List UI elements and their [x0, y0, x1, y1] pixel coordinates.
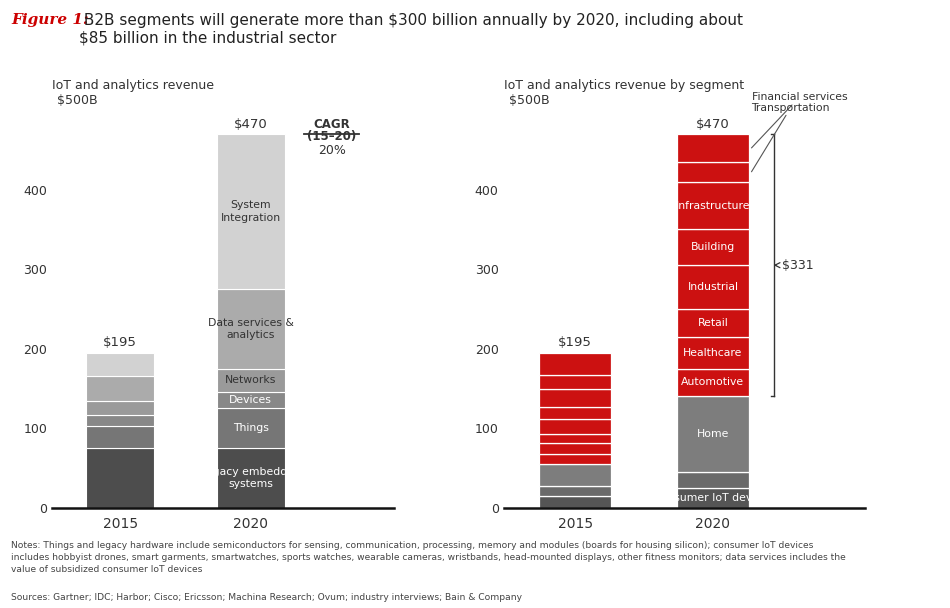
Bar: [540, 375, 611, 389]
Text: Industrial: Industrial: [688, 282, 738, 292]
Text: IoT and analytics revenue by segment: IoT and analytics revenue by segment: [504, 78, 744, 92]
Text: Networks: Networks: [225, 376, 276, 385]
Text: Financial services: Financial services: [751, 92, 847, 148]
Bar: [217, 368, 285, 392]
Bar: [86, 426, 154, 448]
Text: Data services &
analytics: Data services & analytics: [208, 317, 294, 340]
Text: B2B segments will generate more than $300 billion annually by 2020, including ab: B2B segments will generate more than $30…: [79, 13, 743, 46]
Bar: [677, 396, 749, 472]
Text: Home: Home: [696, 429, 729, 439]
Text: Infrastructure: Infrastructure: [675, 201, 750, 210]
Text: Building: Building: [691, 243, 735, 252]
Bar: [86, 448, 154, 508]
Text: $470: $470: [696, 118, 730, 131]
Bar: [677, 472, 749, 488]
Bar: [86, 415, 154, 426]
Text: Healthcare: Healthcare: [683, 348, 743, 358]
Bar: [677, 182, 749, 229]
Text: IoT and analytics revenue: IoT and analytics revenue: [52, 78, 215, 92]
Bar: [540, 464, 611, 486]
Bar: [217, 392, 285, 409]
Text: $195: $195: [559, 336, 592, 350]
Text: CAGR: CAGR: [314, 118, 350, 131]
Text: Sources: Gartner; IDC; Harbor; Cisco; Ericsson; Machina Research; Ovum; industry: Sources: Gartner; IDC; Harbor; Cisco; Er…: [11, 593, 522, 602]
Bar: [540, 420, 611, 434]
Bar: [217, 134, 285, 289]
Text: Legacy embedded
systems: Legacy embedded systems: [200, 467, 301, 489]
Bar: [540, 407, 611, 420]
Bar: [540, 389, 611, 407]
Bar: [540, 443, 611, 454]
Text: Automotive: Automotive: [681, 378, 745, 387]
Bar: [677, 162, 749, 182]
Text: Consumer IoT devices: Consumer IoT devices: [653, 492, 773, 503]
Text: Retail: Retail: [697, 318, 729, 328]
Bar: [86, 376, 154, 401]
Bar: [677, 337, 749, 368]
Bar: [217, 448, 285, 508]
Bar: [540, 486, 611, 496]
Text: 20%: 20%: [317, 143, 346, 156]
Bar: [677, 265, 749, 309]
Bar: [540, 434, 611, 443]
Text: Devices: Devices: [229, 395, 272, 406]
Text: Things: Things: [233, 423, 269, 433]
Text: System
Integration: System Integration: [220, 200, 280, 223]
Text: $470: $470: [234, 118, 268, 131]
Bar: [677, 309, 749, 337]
Bar: [540, 496, 611, 508]
Text: Figure 1:: Figure 1:: [11, 13, 89, 27]
Bar: [217, 409, 285, 448]
Bar: [677, 229, 749, 265]
Text: Notes: Things and legacy hardware include semiconductors for sensing, communicat: Notes: Things and legacy hardware includ…: [11, 541, 846, 575]
Bar: [217, 289, 285, 368]
Text: $331: $331: [775, 258, 813, 272]
Bar: [540, 353, 611, 375]
Bar: [677, 368, 749, 396]
Bar: [540, 454, 611, 464]
Bar: [86, 353, 154, 376]
Text: (15–20): (15–20): [307, 130, 356, 143]
Text: $500B: $500B: [57, 94, 98, 107]
Text: $195: $195: [104, 336, 137, 350]
Text: $500B: $500B: [509, 94, 550, 107]
Bar: [86, 401, 154, 415]
Bar: [677, 488, 749, 508]
Bar: [677, 134, 749, 162]
Text: Transportation: Transportation: [751, 103, 830, 171]
